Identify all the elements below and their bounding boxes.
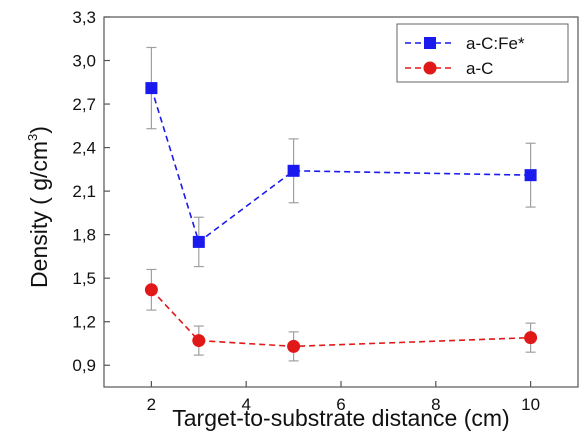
y-axis-ticks: 0,9 1,2 1,5 1,8 2,1 2,4 2,7 3,0 3,3 — [72, 8, 110, 375]
data-point-circle — [144, 283, 158, 297]
series-a-c — [144, 268, 538, 362]
y-tick-label: 1,5 — [72, 269, 96, 288]
y-axis-title-superscript: 3 — [25, 134, 40, 141]
y-tick-label: 2,7 — [72, 95, 96, 114]
x-tick-label: 4 — [241, 395, 250, 414]
data-point-circle — [192, 334, 206, 348]
legend: a-C:Fe* a-C — [396, 23, 569, 83]
y-tick-label: 1,8 — [72, 226, 96, 245]
y-tick-label: 0,9 — [72, 356, 96, 375]
y-tick-label: 1,2 — [72, 313, 96, 332]
legend-item: a-C:Fe* — [405, 34, 525, 53]
series-line — [150, 87, 531, 244]
x-tick-label: 6 — [336, 395, 345, 414]
x-tick-label: 10 — [521, 395, 540, 414]
y-axis-title-main: Density ( g/cm — [26, 141, 52, 288]
series-layer — [144, 46, 538, 362]
y-tick-label: 2,1 — [72, 182, 96, 201]
x-tick-label: 8 — [431, 395, 440, 414]
series-a-c-fe — [145, 46, 537, 268]
y-axis-title: Density ( g/cm3) — [25, 126, 52, 288]
legend-item: a-C — [405, 59, 493, 78]
y-axis-title-tail: ) — [26, 126, 52, 134]
y-tick-label: 2,4 — [72, 139, 96, 158]
series-line — [150, 289, 531, 348]
legend-label: a-C — [466, 59, 493, 78]
data-point-circle — [524, 331, 538, 345]
legend-label: a-C:Fe* — [466, 34, 525, 53]
x-axis-title: Target-to-substrate distance (cm) — [172, 405, 509, 431]
data-point-circle — [287, 339, 301, 353]
data-point-square — [287, 164, 300, 177]
data-point-square — [524, 169, 537, 182]
legend-marker-square — [424, 37, 436, 49]
x-axis-ticks: 2 4 6 8 10 — [147, 381, 540, 414]
x-tick-label: 2 — [147, 395, 156, 414]
y-axis-title-group: Density ( g/cm3) — [25, 126, 52, 288]
legend-marker-circle — [423, 61, 437, 75]
data-point-square — [192, 235, 205, 248]
data-point-square — [145, 82, 158, 95]
y-tick-label: 3,0 — [72, 52, 96, 71]
y-tick-label: 3,3 — [72, 8, 96, 27]
